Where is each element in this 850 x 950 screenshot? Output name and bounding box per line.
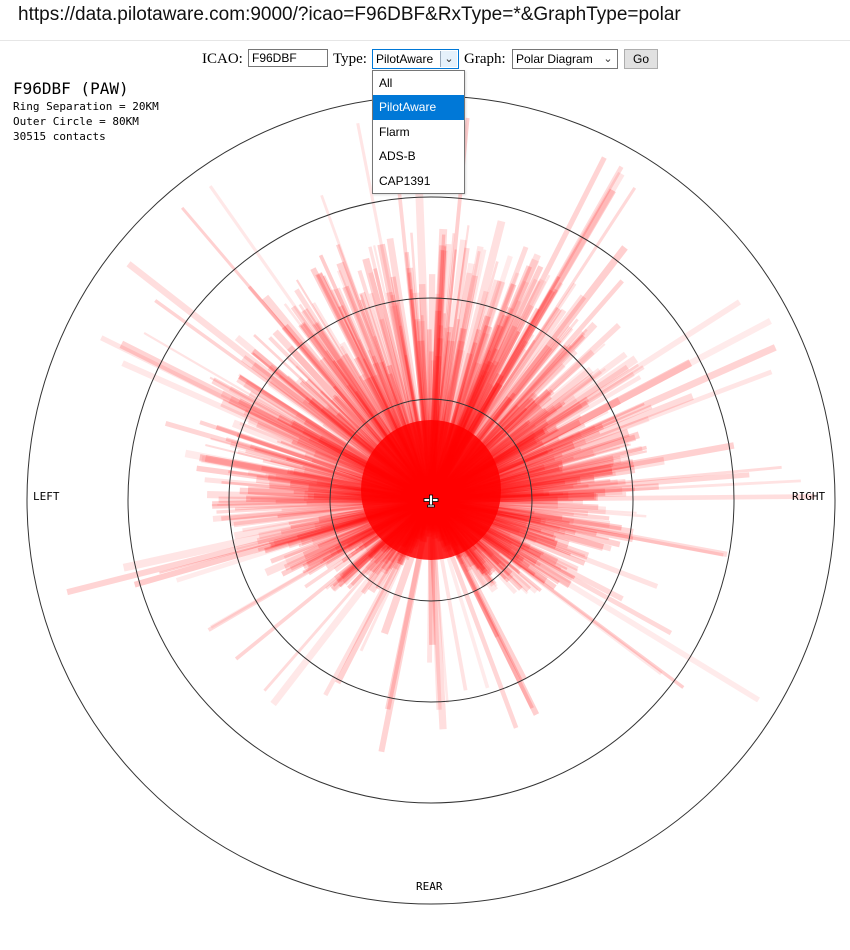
type-dropdown-list: All PilotAware Flarm ADS-B CAP1391 <box>372 70 465 194</box>
chevron-down-icon: ⌄ <box>603 53 613 65</box>
receiver-title: F96DBF (PAW) <box>13 79 129 98</box>
left-label: LEFT <box>33 490 60 503</box>
contact-spokes <box>66 117 815 753</box>
icao-label: ICAO: <box>202 51 243 67</box>
query-form: ICAO: Type: PilotAware ⌄ Graph: Polar Di… <box>0 48 850 74</box>
type-option-ads-b[interactable]: ADS-B <box>379 149 416 164</box>
type-select-value: PilotAware <box>376 52 434 66</box>
aircraft-icon <box>423 494 439 508</box>
type-option-pilotaware[interactable]: PilotAware <box>373 95 464 120</box>
range-ring-60km <box>127 196 735 804</box>
graph-label: Graph: <box>464 51 506 67</box>
outer-circle-text: Outer Circle = 80KM <box>13 115 139 128</box>
url-text[interactable]: https://data.pilotaware.com:9000/?icao=F… <box>18 4 681 25</box>
icao-input[interactable] <box>248 49 328 67</box>
type-label: Type: <box>333 51 367 67</box>
chevron-down-icon: ⌄ <box>440 51 457 67</box>
ring-separation-text: Ring Separation = 20KM <box>13 100 159 113</box>
go-button[interactable]: Go <box>624 49 658 69</box>
type-option-cap1391[interactable]: CAP1391 <box>379 173 431 188</box>
contacts-count: 30515 contacts <box>13 130 106 143</box>
address-bar[interactable]: https://data.pilotaware.com:9000/?icao=F… <box>0 0 850 41</box>
right-label: RIGHT <box>792 490 825 503</box>
rear-label: REAR <box>416 880 443 893</box>
range-ring-40km <box>228 297 634 703</box>
type-option-flarm[interactable]: Flarm <box>379 124 410 139</box>
type-option-all[interactable]: All <box>379 76 393 90</box>
range-ring-20km <box>329 398 533 602</box>
type-select[interactable]: PilotAware ⌄ <box>372 49 459 69</box>
receiver-info: F96DBF (PAW) Ring Separation = 20KM Oute… <box>13 79 159 144</box>
graph-select[interactable]: Polar Diagram ⌄ <box>512 49 618 69</box>
graph-select-value: Polar Diagram <box>516 52 593 66</box>
